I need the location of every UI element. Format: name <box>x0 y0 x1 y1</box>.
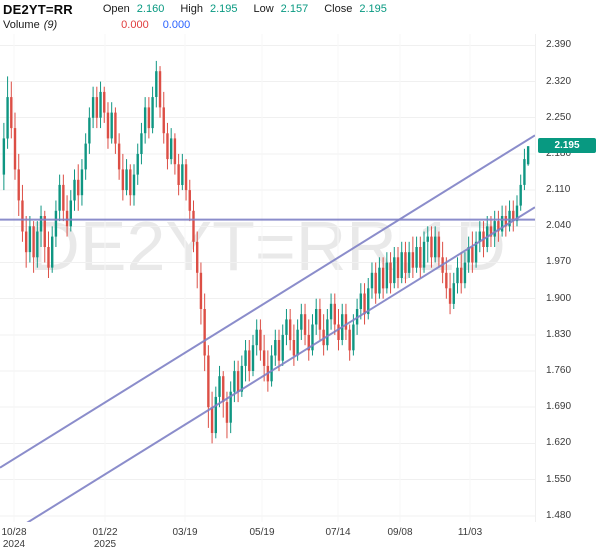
low-label: Low <box>253 3 274 15</box>
time-axis-label: 09/08 <box>387 527 413 538</box>
close-label: Close <box>324 3 353 15</box>
time-axis-label: 10/28 2024 <box>1 527 27 550</box>
time-axis-label: 01/22 2025 <box>92 527 118 550</box>
ohlc-low: Low 2.157 <box>253 3 308 15</box>
price-axis[interactable]: 2.195 2.390 2.320 2.250 2.180 2.110 2.040 1.97… <box>535 34 600 522</box>
price-axis-label: 2.180 <box>546 147 572 159</box>
volume-period: (9) <box>43 19 58 31</box>
price-axis-label: 2.390 <box>546 39 572 51</box>
price-axis-label: 2.250 <box>546 111 572 123</box>
high-label: High <box>180 3 203 15</box>
symbol-title: DE2YT=RR <box>3 1 73 17</box>
close-value: 2.195 <box>359 3 387 15</box>
price-axis-label: 1.690 <box>546 401 572 413</box>
time-axis-label: 03/19 <box>172 527 198 538</box>
ohlc-open: Open 2.160 <box>103 3 164 15</box>
time-axis[interactable]: 10/28 2024 01/22 2025 03/19 05/19 07/14 09/08 11… <box>0 522 535 558</box>
ohlc-high: High 2.195 <box>180 3 237 15</box>
price-axis-label: 1.480 <box>546 509 572 521</box>
price-axis-label: 2.040 <box>546 220 572 232</box>
price-axis-label: 1.550 <box>546 473 572 485</box>
low-value: 2.157 <box>280 3 309 15</box>
time-axis-label: 11/03 <box>457 527 483 538</box>
price-axis-label: 1.900 <box>546 292 572 304</box>
volume-value-2: 0.000 <box>162 19 191 31</box>
price-axis-label: 1.760 <box>546 365 572 377</box>
time-axis-label: 05/19 <box>249 527 275 538</box>
volume-value-1: 0.000 <box>121 19 149 31</box>
price-axis-label: 2.320 <box>546 75 572 87</box>
time-axis-label: 07/14 <box>325 527 351 538</box>
candlestick-chart[interactable]: DE2YT=RR,1D <box>0 34 535 522</box>
price-axis-label: 2.110 <box>546 184 571 196</box>
open-value: 2.160 <box>136 3 165 15</box>
volume-legend: Volume (9) 0.000 0.000 <box>3 18 190 32</box>
chart-legend: DE2YT=RR Open 2.160 High 2.195 Low 2.157 Cl… <box>3 1 403 17</box>
volume-label: Volume <box>3 19 40 31</box>
ohlc-close: Close 2.195 <box>324 3 387 15</box>
last-price-tag: 2.195 <box>538 138 596 154</box>
price-axis-label: 1.620 <box>546 437 572 449</box>
high-value: 2.195 <box>209 3 238 15</box>
open-label: Open <box>102 3 130 15</box>
price-axis-label: 1.970 <box>546 256 572 268</box>
chart-canvas[interactable] <box>0 34 535 522</box>
price-axis-label: 1.830 <box>546 328 572 340</box>
